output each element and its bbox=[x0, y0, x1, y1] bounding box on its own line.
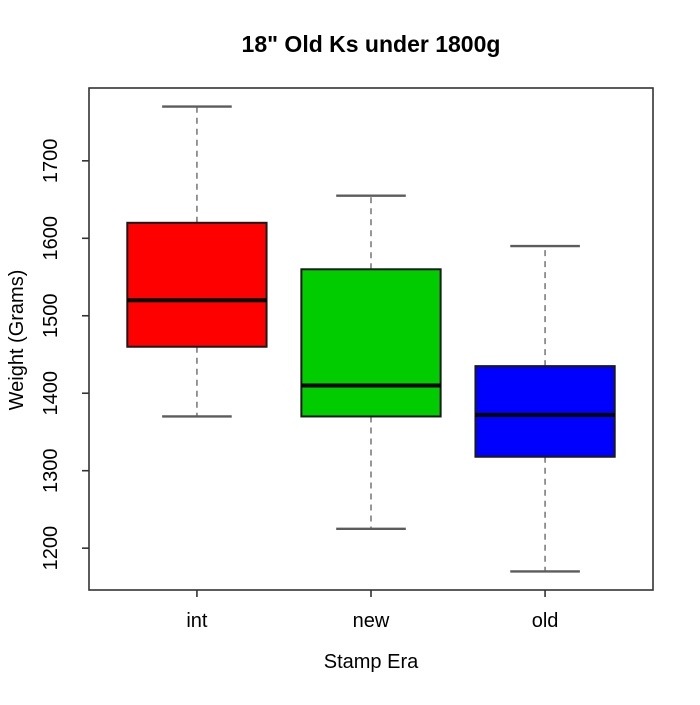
box-old bbox=[474, 365, 616, 458]
y-tick-label: 1700 bbox=[40, 139, 62, 184]
x-tick-label: old bbox=[532, 610, 559, 632]
x-axis-label: Stamp Era bbox=[323, 651, 419, 673]
x-tick-label: new bbox=[353, 610, 390, 632]
y-tick-label: 1200 bbox=[40, 526, 62, 571]
box-int bbox=[126, 221, 268, 348]
chart-title: 18" Old Ks under 1800g bbox=[241, 31, 501, 57]
y-tick-label: 1400 bbox=[40, 371, 62, 416]
y-tick-label: 1600 bbox=[40, 216, 62, 261]
y-tick-label: 1300 bbox=[40, 448, 62, 493]
box-new bbox=[300, 268, 442, 418]
x-tick-label: int bbox=[186, 610, 208, 632]
y-axis-label: Weight (Grams) bbox=[6, 269, 28, 411]
y-tick-label: 1500 bbox=[40, 294, 62, 339]
